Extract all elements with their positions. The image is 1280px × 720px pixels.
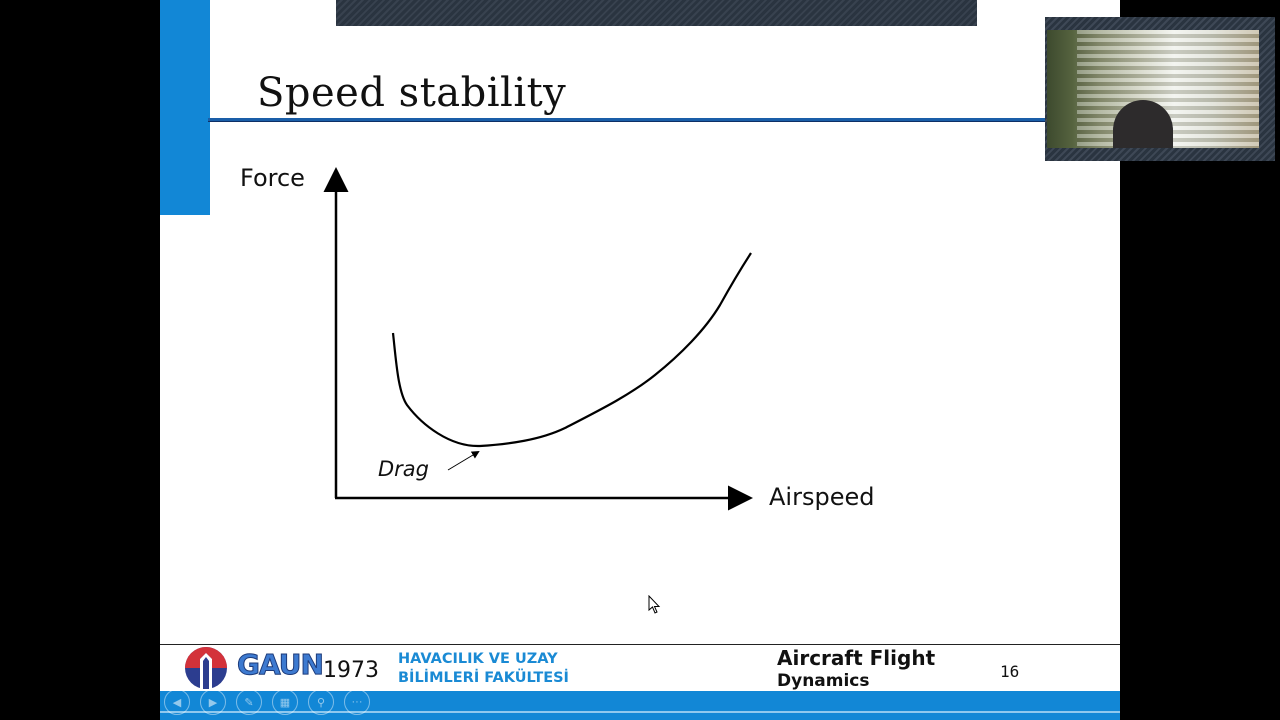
more-options-button[interactable]: ··· — [344, 689, 370, 715]
page-number: 16 — [1000, 662, 1020, 681]
drag-label: Drag — [378, 457, 430, 481]
webcam-feed — [1047, 30, 1259, 148]
slide-title: Speed stability — [257, 70, 567, 116]
mouse-cursor-icon — [648, 595, 661, 614]
arrow-right-icon: ▶ — [208, 696, 218, 709]
faculty-line-1: HAVACILIK VE UZAY — [398, 651, 558, 667]
footer-divider — [160, 644, 1120, 645]
webcam-video-overlay[interactable] — [1045, 17, 1275, 161]
band-stripe — [160, 711, 1120, 713]
presenter-silhouette — [1113, 100, 1173, 148]
course-line-1: Aircraft Flight — [777, 646, 936, 670]
drag-pointer-arrow — [447, 450, 480, 471]
zoom-button[interactable]: ⚲ — [308, 689, 334, 715]
arrow-left-icon: ◀ — [172, 696, 182, 709]
drag-chart — [323, 167, 753, 511]
next-slide-button[interactable]: ▶ — [200, 689, 226, 715]
pen-icon: ✎ — [244, 696, 254, 709]
top-banner — [336, 0, 977, 26]
course-title: Aircraft Flight Dynamics — [777, 646, 935, 692]
gaun-year: 1973 — [323, 658, 379, 683]
slides-grid-icon: ▦ — [279, 696, 291, 709]
title-rule — [208, 118, 1120, 122]
course-line-2: Dynamics — [777, 671, 870, 691]
previous-slide-button[interactable]: ◀ — [164, 689, 190, 715]
gaun-logo-icon — [185, 647, 227, 689]
faculty-name: HAVACILIK VE UZAY BİLİMLERİ FAKÜLTESİ — [398, 650, 569, 688]
x-axis-label: Airspeed — [769, 483, 875, 511]
gaun-wordmark: GAUN — [237, 648, 325, 682]
magnifier-icon: ⚲ — [316, 696, 326, 709]
drag-curve — [391, 252, 752, 448]
accent-bar — [160, 0, 210, 215]
see-all-slides-button[interactable]: ▦ — [272, 689, 298, 715]
presentation-slide: Speed stability Force Airspeed Drag GAUN… — [160, 0, 1120, 720]
faculty-line-2: BİLİMLERİ FAKÜLTESİ — [398, 670, 569, 686]
y-axis-label: Force — [240, 164, 305, 192]
presenter-controls: ◀ ▶ ✎ ▦ ⚲ ··· — [164, 689, 370, 715]
ellipsis-icon: ··· — [351, 696, 363, 708]
pen-tool-button[interactable]: ✎ — [236, 689, 262, 715]
